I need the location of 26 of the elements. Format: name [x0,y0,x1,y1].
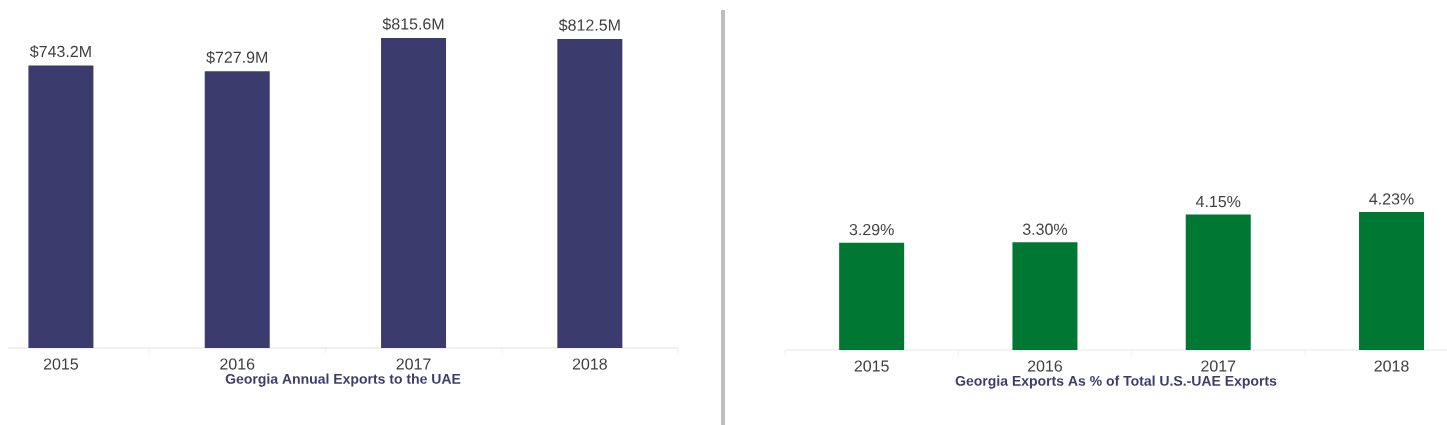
x-tick-label: 2015 [43,358,79,370]
bar [557,39,623,348]
data-label: $815.6M [382,17,444,31]
bar [839,242,905,350]
x-axis-title: Georgia Exports As % of Total U.S.-UAE Exports [955,375,1277,389]
x-tick-label: 2018 [1374,360,1409,372]
x-tick-label: 2015 [854,360,889,372]
bar [1359,211,1425,350]
x-tick-label: 2018 [572,358,607,370]
x-tick-label: 2017 [1201,360,1236,372]
x-tick-label: 2017 [396,358,431,370]
bar [204,71,270,348]
data-label: 3.30% [1022,223,1068,235]
x-tick-label: 2016 [220,358,255,370]
bar [381,37,447,348]
bar [1185,214,1251,350]
bar [28,65,94,348]
data-label: $812.5M [558,18,620,32]
bar [1012,242,1078,350]
data-label: 4.23% [1369,193,1414,205]
data-label: 3.29% [849,223,894,236]
data-label: $743.2M [29,45,91,59]
x-tick-label: 2016 [1027,360,1063,372]
x-axis-title: Georgia Annual Exports to the UAE [225,373,461,387]
data-label: 4.15% [1195,195,1241,208]
data-label: $727.9M [206,50,268,64]
